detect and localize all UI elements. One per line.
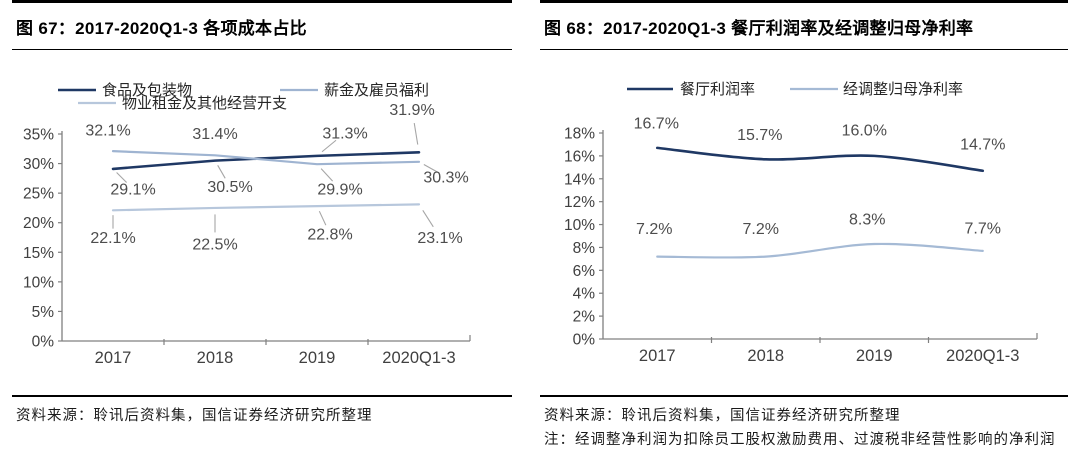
x-tick-label: 2019 (856, 347, 893, 365)
figure-67-panel: 图 67：2017-2020Q1-3 各项成本占比 食品及包装物 薪金及雇员福利物… (12, 0, 512, 428)
x-tick-label: 2017 (639, 347, 676, 365)
y-tick-label: 0% (32, 334, 55, 351)
x-axis: 2017 2018 2019 2020Q1-3 (603, 333, 1038, 365)
data-label: 31.4% (192, 126, 237, 143)
y-tick-label: 35% (23, 127, 54, 144)
data-label-leader (423, 164, 438, 173)
data-label: 23.1% (417, 230, 462, 247)
data-label-leader (413, 123, 419, 145)
y-tick-label: 30% (23, 156, 54, 173)
legend: 餐厅利润率 经调整归母净利率 (627, 80, 963, 98)
y-tick-label: 20% (23, 215, 54, 232)
legend-label: 餐厅利润率 (680, 80, 755, 98)
data-label: 14.7% (960, 136, 1005, 153)
y-tick-label: 25% (23, 186, 54, 203)
data-label: 22.5% (192, 236, 237, 253)
data-label: 30.5% (207, 179, 252, 196)
data-label-leader (116, 172, 127, 183)
series-1: 32.1% 31.4% 29.9% 30.3% (85, 123, 468, 199)
y-tick-label: 10% (564, 217, 595, 234)
series-0: 16.7% 15.7% 16.0% 14.7% (634, 115, 1005, 173)
data-label: 32.1% (85, 123, 130, 140)
y-tick-label: 12% (564, 194, 595, 211)
x-tick-label: 2020Q1-3 (946, 347, 1019, 365)
series-1-line (656, 242, 984, 259)
data-label: 16.7% (634, 115, 679, 132)
y-tick-label: 8% (573, 240, 596, 257)
legend-label: 物业租金及其他经营开支 (122, 94, 287, 112)
figure-68-chart-area: 餐厅利润率 经调整归母净利率 0% 2% 4% 6% 8% 10% 12% 14% 16% 18% 20… (540, 50, 1068, 397)
x-tick-label: 2018 (747, 347, 784, 365)
series-2: 22.1% 22.5% 22.8% 23.1% (90, 203, 463, 253)
data-label-leader (320, 168, 334, 182)
y-tick-label: 16% (564, 148, 595, 165)
series-2-line (111, 203, 421, 212)
y-tick-label: 2% (573, 309, 596, 326)
figure-68-footer: 资料来源：聆讯后资料集，国信证券经济研究所整理 注：经调整净利润为扣除员工股权激… (540, 397, 1068, 452)
legend-label: 薪金及雇员福利 (324, 81, 429, 99)
y-tick-label: 14% (564, 171, 595, 188)
figure-67-footer: 资料来源：聆讯后资料集，国信证券经济研究所整理 (12, 397, 512, 428)
data-label: 16.0% (842, 122, 887, 139)
y-tick-label: 15% (23, 245, 54, 262)
data-label: 29.9% (317, 182, 362, 199)
series-1-line (111, 150, 421, 166)
y-tick-label: 4% (573, 286, 596, 303)
figure-67-title: 图 67：2017-2020Q1-3 各项成本占比 (12, 0, 512, 50)
data-label: 31.3% (322, 125, 367, 142)
figure-68-source: 资料来源：聆讯后资料集，国信证券经济研究所整理 (544, 408, 901, 424)
data-label-leader (422, 210, 434, 228)
series-0-line (111, 151, 421, 171)
y-tick-label: 5% (32, 304, 55, 321)
data-label-leader (321, 139, 337, 153)
data-label: 31.9% (389, 102, 434, 119)
x-tick-label: 2018 (197, 349, 234, 367)
data-label-leader (318, 210, 327, 226)
figure-67-chart-area: 食品及包装物 薪金及雇员福利物业租金及其他经营开支 0% 5% 10% 15% 20% 25%… (12, 50, 512, 397)
data-label: 7.7% (965, 220, 1001, 237)
legend-label: 食品及包装物 (102, 81, 192, 99)
series-0: 29.1% 30.5% 31.3% 31.9% (110, 102, 434, 199)
x-tick-label: 2017 (95, 349, 132, 367)
y-tick-label: 18% (564, 126, 595, 143)
y-axis: 0% 2% 4% 6% 8% 10% 12% 14% 16% 18% (564, 126, 604, 349)
y-tick-label: 10% (23, 274, 54, 291)
figure-68-panel: 图 68：2017-2020Q1-3 餐厅利润率及经调整归母净利率 餐厅利润率 经… (540, 0, 1068, 452)
x-tick-label: 2019 (299, 349, 336, 367)
data-label: 29.1% (110, 181, 155, 198)
series-1: 7.2% 7.2% 8.3% 7.7% (636, 212, 1001, 259)
figure-68-note: 注：经调整净利润为扣除员工股权激励费用、过渡税非经营性影响的净利润 (544, 432, 1056, 449)
data-label-leader (217, 165, 226, 179)
figure-67-source: 资料来源：聆讯后资料集，国信证券经济研究所整理 (16, 408, 373, 424)
data-label: 22.8% (307, 227, 352, 244)
data-label: 8.3% (849, 212, 885, 229)
x-axis: 2017 2018 2019 2020Q1-3 (62, 335, 471, 367)
data-label: 22.1% (90, 230, 135, 247)
figure-68-title: 图 68：2017-2020Q1-3 餐厅利润率及经调整归母净利率 (540, 0, 1068, 50)
series-0-line (655, 146, 985, 173)
y-axis: 0% 5% 10% 15% 20% 25% 30% 35% (23, 127, 63, 351)
data-label: 15.7% (737, 127, 782, 144)
data-label: 7.2% (636, 221, 672, 238)
data-label: 30.3% (423, 169, 468, 186)
y-tick-label: 6% (573, 263, 596, 280)
data-label: 7.2% (743, 221, 779, 238)
y-tick-label: 0% (573, 332, 596, 349)
x-tick-label: 2020Q1-3 (382, 349, 455, 367)
margin-line-chart: 餐厅利润率 经调整归母净利率 0% 2% 4% 6% 8% 10% 12% 14% 16% 18% 20… (564, 80, 1038, 365)
legend-label: 经调整归母净利率 (843, 80, 963, 98)
